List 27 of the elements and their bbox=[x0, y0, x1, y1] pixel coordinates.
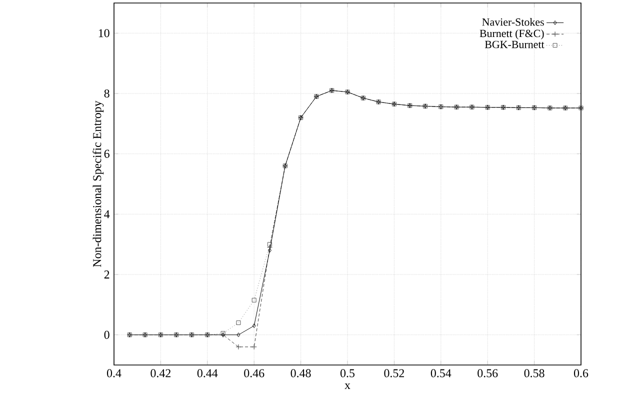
point bbox=[251, 344, 257, 350]
x-tick-label: 0.58 bbox=[524, 369, 544, 378]
x-tick-label: 0.42 bbox=[150, 369, 170, 378]
legend-label: Navier-Stokes bbox=[482, 18, 544, 26]
x-tick-label: 0.52 bbox=[384, 369, 404, 378]
point bbox=[236, 344, 242, 350]
y-tick-label: 8 bbox=[104, 89, 110, 98]
y-tick-label: 0 bbox=[104, 330, 110, 339]
x-tick-label: 0.6 bbox=[574, 369, 588, 378]
point bbox=[268, 248, 272, 253]
x-tick-label: 0.44 bbox=[197, 369, 218, 378]
y-tick-label: 4 bbox=[104, 210, 110, 218]
y-tick-label: 10 bbox=[98, 29, 110, 38]
x-tick-label: 0.48 bbox=[290, 369, 311, 378]
y-tick-label: 6 bbox=[104, 150, 110, 158]
y-tick-label: 2 bbox=[104, 270, 110, 278]
x-tick-label: 0.56 bbox=[478, 369, 498, 378]
legend-label: Burnett (F&C) bbox=[480, 29, 544, 40]
point bbox=[252, 324, 256, 328]
y-axis-title: Non-dimensional Specific Entropy bbox=[92, 100, 104, 267]
point bbox=[236, 332, 240, 338]
x-tick-label: 0.46 bbox=[244, 369, 264, 378]
x-tick-label: 0.4 bbox=[106, 369, 122, 378]
x-tick-label: 0.54 bbox=[430, 369, 452, 378]
x-tick-label: 0.5 bbox=[340, 369, 355, 378]
legend-label: BGK-Burnett bbox=[484, 40, 544, 48]
x-axis-title: x bbox=[344, 383, 350, 389]
